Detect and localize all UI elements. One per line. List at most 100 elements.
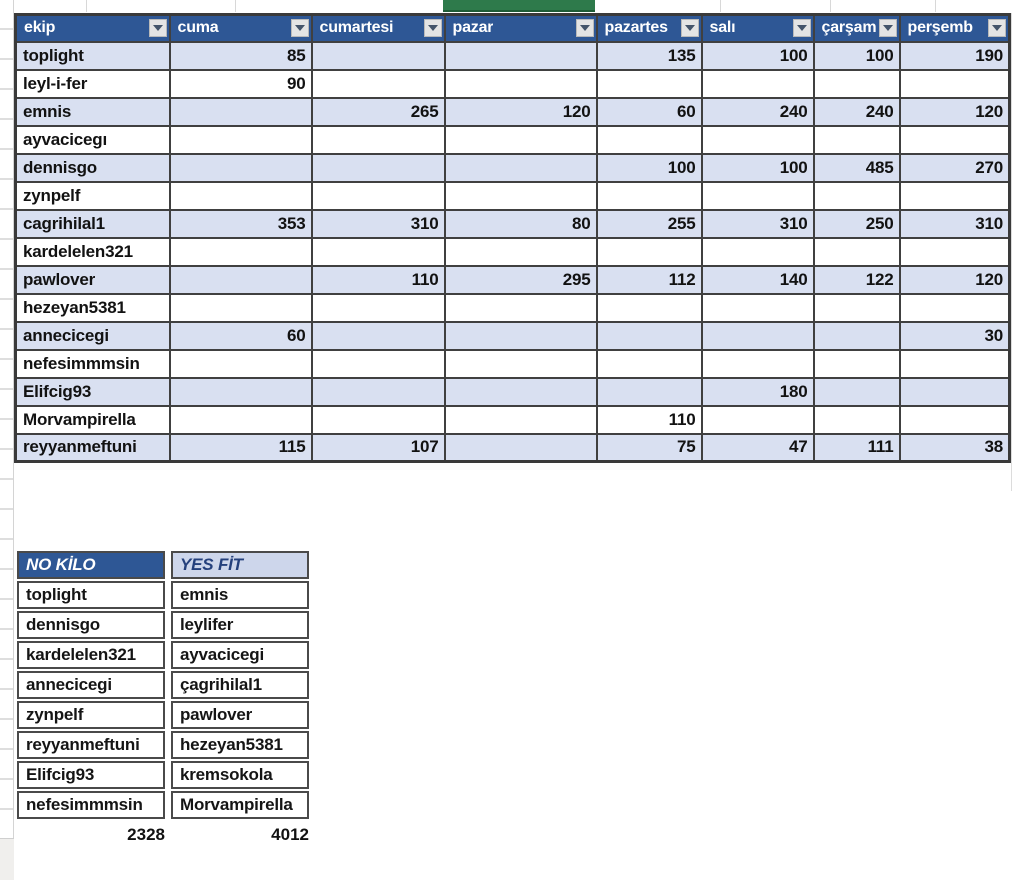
group-member-cell[interactable]: zynpelf — [17, 701, 165, 729]
filter-dropdown-icon[interactable] — [575, 19, 594, 38]
total-yes-fit[interactable]: 4012 — [271, 825, 309, 844]
total-no-kilo[interactable]: 2328 — [127, 825, 165, 844]
group-member-cell[interactable]: dennisgo — [17, 611, 165, 639]
value-cell[interactable] — [310, 152, 446, 183]
value-cell[interactable] — [310, 348, 446, 379]
value-cell[interactable]: 310 — [898, 208, 1011, 239]
value-cell[interactable]: 85 — [168, 40, 313, 71]
value-cell[interactable] — [898, 376, 1011, 407]
group-member-cell[interactable]: kardelelen321 — [17, 641, 165, 669]
column-header-ekip[interactable]: ekip — [14, 13, 171, 43]
value-cell[interactable]: 100 — [700, 40, 815, 71]
group-member-cell[interactable]: pawlover — [171, 701, 309, 729]
value-cell[interactable] — [898, 68, 1011, 99]
filter-dropdown-icon[interactable] — [423, 19, 442, 38]
value-cell[interactable] — [898, 180, 1011, 211]
column-header-day[interactable]: cumartesi — [310, 13, 446, 43]
value-cell[interactable] — [595, 236, 703, 267]
value-cell[interactable]: 485 — [812, 152, 901, 183]
value-cell[interactable]: 100 — [700, 152, 815, 183]
filter-dropdown-icon[interactable] — [680, 19, 699, 38]
value-cell[interactable] — [443, 292, 598, 323]
value-cell[interactable] — [595, 124, 703, 155]
value-cell[interactable]: 240 — [812, 96, 901, 127]
value-cell[interactable] — [898, 292, 1011, 323]
group-member-cell[interactable]: ayvacicegi — [171, 641, 309, 669]
value-cell[interactable] — [310, 376, 446, 407]
value-cell[interactable] — [443, 40, 598, 71]
value-cell[interactable] — [700, 292, 815, 323]
value-cell[interactable]: 111 — [812, 432, 901, 463]
value-cell[interactable] — [443, 432, 598, 463]
value-cell[interactable] — [310, 68, 446, 99]
value-cell[interactable] — [168, 264, 313, 295]
value-cell[interactable]: 80 — [443, 208, 598, 239]
yes-fit-header[interactable]: YES FİT — [171, 551, 309, 579]
value-cell[interactable]: 100 — [812, 40, 901, 71]
value-cell[interactable] — [700, 320, 815, 351]
value-cell[interactable] — [310, 40, 446, 71]
group-member-cell[interactable]: kremsokola — [171, 761, 309, 789]
selected-cell-highlight[interactable] — [443, 0, 595, 12]
row-name-cell[interactable]: kardelelen321 — [14, 236, 171, 267]
value-cell[interactable]: 310 — [700, 208, 815, 239]
value-cell[interactable] — [812, 68, 901, 99]
value-cell[interactable]: 120 — [898, 264, 1011, 295]
value-cell[interactable] — [812, 320, 901, 351]
value-cell[interactable] — [812, 236, 901, 267]
row-name-cell[interactable]: emnis — [14, 96, 171, 127]
value-cell[interactable]: 100 — [595, 152, 703, 183]
value-cell[interactable]: 112 — [595, 264, 703, 295]
value-cell[interactable] — [168, 124, 313, 155]
value-cell[interactable] — [168, 376, 313, 407]
value-cell[interactable] — [595, 180, 703, 211]
value-cell[interactable]: 115 — [168, 432, 313, 463]
column-header-day[interactable]: perşemb — [898, 13, 1011, 43]
value-cell[interactable] — [168, 292, 313, 323]
value-cell[interactable]: 122 — [812, 264, 901, 295]
value-cell[interactable]: 135 — [595, 40, 703, 71]
value-cell[interactable]: 310 — [310, 208, 446, 239]
value-cell[interactable] — [310, 180, 446, 211]
value-cell[interactable] — [812, 180, 901, 211]
row-name-cell[interactable]: annecicegi — [14, 320, 171, 351]
row-name-cell[interactable]: Morvampirella — [14, 404, 171, 435]
value-cell[interactable]: 250 — [812, 208, 901, 239]
no-kilo-header[interactable]: NO KİLO — [17, 551, 165, 579]
value-cell[interactable]: 60 — [595, 96, 703, 127]
value-cell[interactable]: 120 — [898, 96, 1011, 127]
value-cell[interactable]: 240 — [700, 96, 815, 127]
value-cell[interactable] — [310, 404, 446, 435]
row-name-cell[interactable]: cagrihilal1 — [14, 208, 171, 239]
row-name-cell[interactable]: reyyanmeftuni — [14, 432, 171, 463]
value-cell[interactable] — [898, 124, 1011, 155]
value-cell[interactable] — [168, 152, 313, 183]
group-member-cell[interactable]: reyyanmeftuni — [17, 731, 165, 759]
value-cell[interactable] — [595, 376, 703, 407]
value-cell[interactable] — [168, 236, 313, 267]
value-cell[interactable] — [595, 68, 703, 99]
filter-dropdown-icon[interactable] — [988, 19, 1006, 38]
value-cell[interactable] — [812, 292, 901, 323]
value-cell[interactable]: 47 — [700, 432, 815, 463]
column-header-day[interactable]: çarşam — [812, 13, 901, 43]
value-cell[interactable] — [443, 68, 598, 99]
value-cell[interactable]: 190 — [898, 40, 1011, 71]
group-member-cell[interactable]: toplight — [17, 581, 165, 609]
filter-dropdown-icon[interactable] — [792, 19, 811, 38]
row-name-cell[interactable]: zynpelf — [14, 180, 171, 211]
value-cell[interactable] — [310, 292, 446, 323]
value-cell[interactable]: 140 — [700, 264, 815, 295]
value-cell[interactable] — [700, 180, 815, 211]
value-cell[interactable]: 180 — [700, 376, 815, 407]
value-cell[interactable] — [700, 404, 815, 435]
value-cell[interactable] — [168, 348, 313, 379]
group-member-cell[interactable]: leylifer — [171, 611, 309, 639]
value-cell[interactable] — [443, 404, 598, 435]
value-cell[interactable]: 255 — [595, 208, 703, 239]
row-name-cell[interactable]: toplight — [14, 40, 171, 71]
value-cell[interactable] — [443, 124, 598, 155]
value-cell[interactable] — [595, 292, 703, 323]
value-cell[interactable] — [898, 348, 1011, 379]
value-cell[interactable]: 30 — [898, 320, 1011, 351]
